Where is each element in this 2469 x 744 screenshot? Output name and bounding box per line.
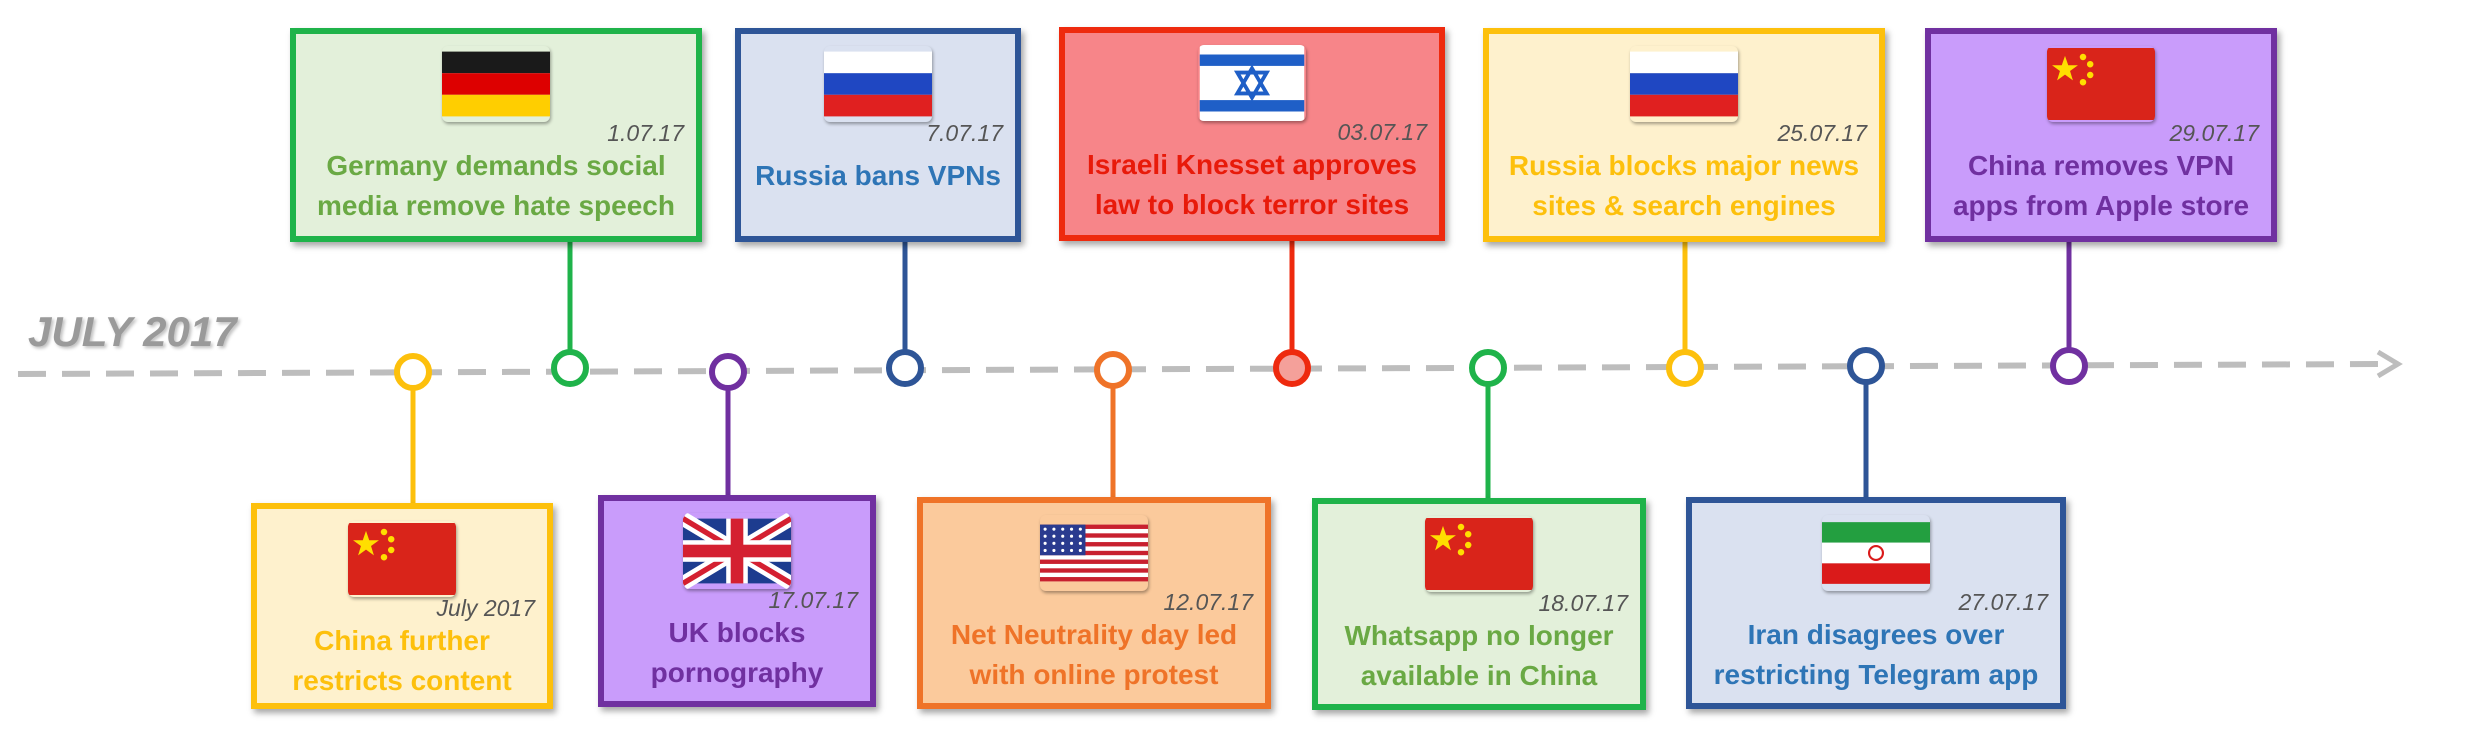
russia-flag-icon: [824, 46, 932, 122]
event-title-line: Net Neutrality day led: [950, 619, 1238, 650]
event-title-line: restricts content: [292, 665, 512, 696]
event-title: Israeli Knesset approves law to block ter…: [1071, 145, 1433, 225]
event-date: 17.07.17: [768, 587, 858, 613]
event-title-line: media remove hate speech: [317, 190, 675, 221]
event-title-line: Russia bans VPNs: [755, 160, 1001, 191]
event-title-line: Russia blocks major news: [1508, 150, 1860, 181]
event-date: 25.07.17: [1777, 120, 1867, 146]
axis-arrowhead: [2376, 349, 2403, 379]
uk-flag-icon: [683, 513, 791, 589]
iran-flag-icon: [1822, 515, 1930, 591]
event-date: 03.07.17: [1337, 119, 1427, 145]
event-title-line: Germany demands social: [326, 150, 666, 181]
timeline-dot: [1273, 349, 1311, 387]
event-title-line: China removes VPN: [1967, 150, 2235, 181]
event-card-russia-news: 25.07.17 Russia blocks major news sites & …: [1483, 28, 1885, 242]
event-card-usa: 12.07.17 Net Neutrality day led with onlin…: [917, 497, 1271, 709]
israel-flag-icon: [1198, 45, 1306, 121]
event-card-germany: 1.07.17 Germany demands social media remov…: [290, 28, 702, 242]
event-title-line: UK blocks: [668, 617, 806, 648]
axis-line: [17, 361, 2391, 377]
timeline-dot: [886, 349, 924, 387]
event-date: July 2017: [436, 595, 535, 621]
event-title-line: restricting Telegram app: [1713, 659, 2039, 690]
event-title: Russia blocks major news sites & search e…: [1495, 146, 1873, 226]
event-title: Germany demands social media remove hate …: [302, 146, 690, 226]
event-card-china-whatsapp: 18.07.17 Whatsapp no longer available in C…: [1312, 498, 1646, 710]
china-flag-icon: [2047, 46, 2155, 122]
event-title-line: China further: [314, 625, 490, 656]
event-title-line: apps from Apple store: [1952, 190, 2250, 221]
event-card-israel: 03.07.17 Israeli Knesset approves law to b…: [1059, 27, 1445, 241]
event-date: 7.07.17: [926, 120, 1003, 146]
timeline-dot: [1469, 349, 1507, 387]
event-card-iran: 27.07.17 Iran disagrees over restricting T…: [1686, 497, 2066, 709]
event-title-line: with online protest: [969, 659, 1219, 690]
timeline-dot: [1666, 349, 1704, 387]
timeline-dot: [394, 353, 432, 391]
timeline-dot: [1094, 351, 1132, 389]
event-date: 18.07.17: [1538, 590, 1628, 616]
event-title: Whatsapp no longer available in China: [1324, 616, 1634, 696]
event-title: China removes VPN apps from Apple store: [1937, 146, 2265, 226]
china-flag-icon: [348, 521, 456, 597]
event-title: Iran disagrees over restricting Telegram …: [1698, 615, 2054, 695]
event-date: 1.07.17: [607, 120, 684, 146]
event-title: Net Neutrality day led with online protes…: [929, 615, 1259, 695]
event-card-russia-vpn: 7.07.17 Russia bans VPNs: [735, 28, 1021, 242]
event-title-line: law to block terror sites: [1094, 189, 1410, 220]
event-title-line: sites & search engines: [1532, 190, 1836, 221]
event-card-china-content: July 2017 China further restricts content: [251, 503, 553, 709]
event-title-line: available in China: [1360, 660, 1598, 691]
event-title-line: Iran disagrees over: [1747, 619, 2005, 650]
china-flag-icon: [1425, 516, 1533, 592]
event-card-uk: 17.07.17 UK blocks pornography: [598, 495, 876, 707]
event-title: China further restricts content: [263, 621, 541, 701]
timeline-dot: [709, 353, 747, 391]
germany-flag-icon: [442, 46, 550, 122]
event-date: 27.07.17: [1958, 589, 2048, 615]
timeline-dot: [551, 349, 589, 387]
timeline-dot: [2050, 347, 2088, 385]
event-date: 12.07.17: [1163, 589, 1253, 615]
event-card-china-vpn: 29.07.17 China removes VPN apps from Apple…: [1925, 28, 2277, 242]
usa-flag-icon: [1040, 515, 1148, 591]
event-date: 29.07.17: [2169, 120, 2259, 146]
timeline-title: JULY 2017: [28, 308, 237, 355]
event-title: Russia bans VPNs: [747, 156, 1009, 196]
event-title-line: pornography: [650, 657, 824, 688]
event-title: UK blocks pornography: [610, 613, 864, 693]
event-title-line: Israeli Knesset approves: [1087, 149, 1417, 180]
timeline-dot: [1847, 347, 1885, 385]
russia-flag-icon: [1630, 46, 1738, 122]
event-title-line: Whatsapp no longer: [1344, 620, 1614, 651]
